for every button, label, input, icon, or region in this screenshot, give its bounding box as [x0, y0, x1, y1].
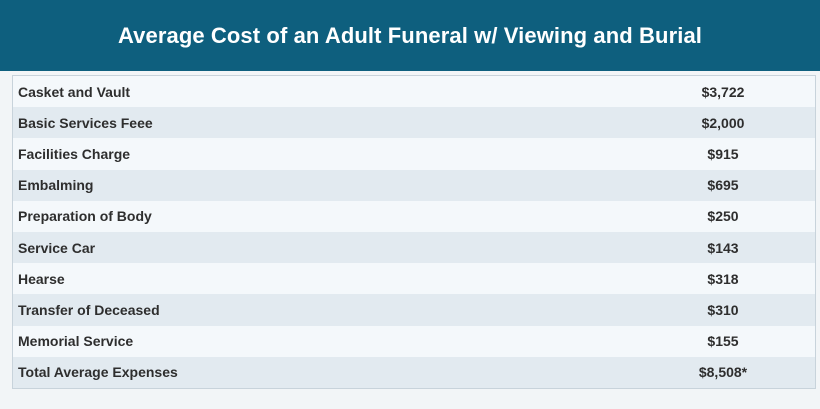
row-value: $2,000 [701, 114, 745, 131]
table-row: Hearse $318 [13, 263, 815, 295]
row-value: $155 [707, 333, 739, 350]
table-row: Preparation of Body $250 [13, 200, 815, 232]
cost-table: Casket and Vault $3,722 Basic Services F… [12, 75, 816, 389]
row-value: $318 [707, 270, 739, 287]
table-row: Service Car $143 [13, 231, 815, 264]
table-row: Transfer of Deceased $310 [13, 294, 815, 326]
page-title: Average Cost of an Adult Funeral w/ View… [117, 22, 702, 48]
table-row: Memorial Service $155 [13, 325, 815, 357]
row-label: Hearse [18, 270, 65, 287]
row-label: Casket and Vault [18, 83, 131, 100]
row-value: $695 [707, 177, 739, 194]
total-label: Total Average Expenses [18, 364, 178, 381]
table-row: Embalming $695 [13, 169, 815, 201]
row-value: $3,722 [701, 83, 745, 100]
title-banner: Average Cost of an Adult Funeral w/ View… [0, 0, 820, 71]
total-value: $8,508* [698, 364, 748, 381]
row-value: $310 [707, 301, 739, 318]
table-row: Basic Services Feee $2,000 [13, 107, 815, 139]
row-label: Embalming [18, 177, 94, 194]
row-value: $250 [707, 208, 739, 225]
row-label: Service Car [18, 239, 96, 256]
row-label: Transfer of Deceased [18, 301, 160, 318]
row-label: Preparation of Body [18, 208, 152, 225]
row-label: Facilities Charge [18, 145, 131, 162]
row-value: $915 [707, 145, 739, 162]
table-row: Casket and Vault $3,722 [13, 76, 815, 108]
total-row: Total Average Expenses $8,508* [13, 356, 815, 388]
row-value: $143 [707, 239, 739, 256]
row-label: Basic Services Feee [18, 114, 153, 131]
table-row: Facilities Charge $915 [13, 138, 815, 170]
row-label: Memorial Service [18, 333, 134, 350]
